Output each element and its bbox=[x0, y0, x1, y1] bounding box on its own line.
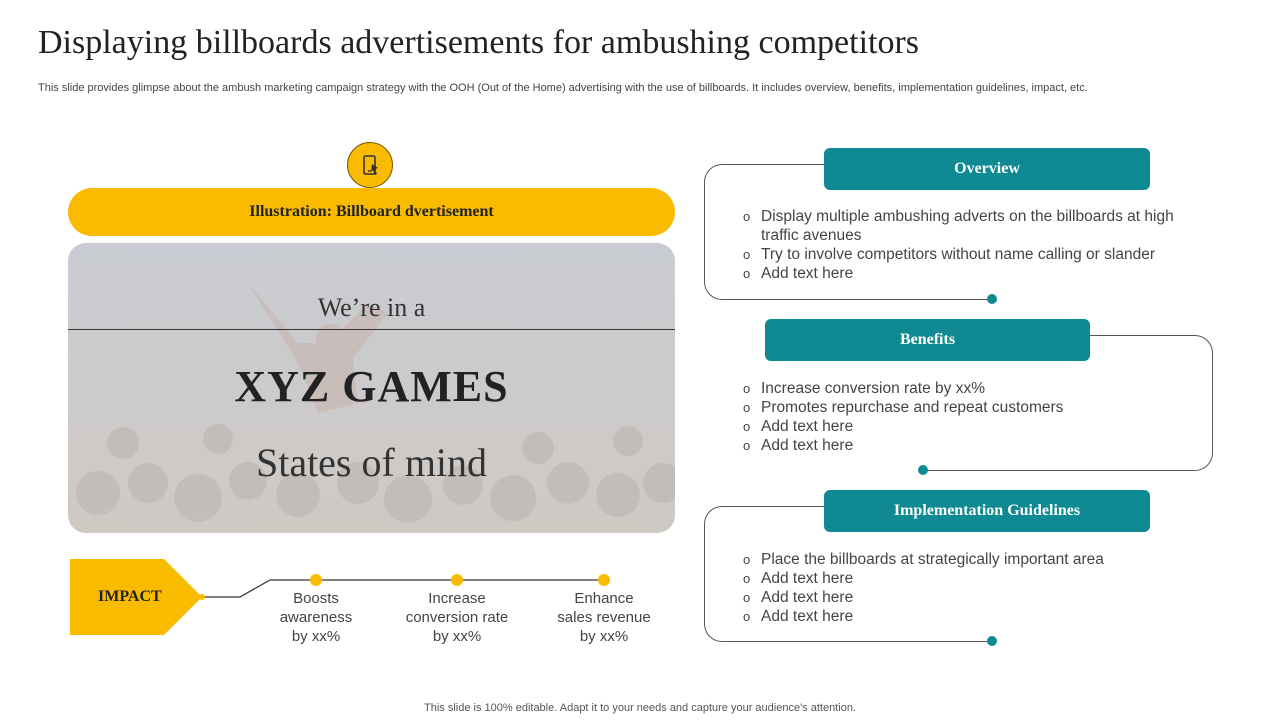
bullet-item: Add text here bbox=[743, 569, 1203, 588]
illustration-header: Illustration: Billboard dvertisement bbox=[68, 188, 675, 236]
billboard-line-2: XYZ GAMES bbox=[234, 362, 509, 411]
illustration-label: Illustration: Billboard dvertisement bbox=[249, 203, 494, 220]
bullet-item: Add text here bbox=[743, 417, 1183, 436]
bullet-item: Place the billboards at strategically im… bbox=[743, 550, 1203, 569]
overview-title: Overview bbox=[954, 160, 1020, 177]
impact-text-line: awareness bbox=[279, 609, 353, 626]
impact-text-line: by xx% bbox=[432, 628, 482, 645]
billboard-image: We’re in a XYZ GAMES States of mind bbox=[68, 243, 675, 533]
impact-text-line: Increase bbox=[428, 590, 486, 607]
bullet-item: Add text here bbox=[743, 436, 1183, 455]
slide-subtitle: This slide provides glimpse about the am… bbox=[38, 82, 1088, 94]
impact-text-line: Enhance bbox=[574, 590, 634, 607]
billboard-line-3: States of mind bbox=[255, 440, 488, 485]
panel-connector-dot bbox=[987, 636, 997, 646]
impact-text-line: by xx% bbox=[291, 628, 341, 645]
mobile-touch-icon bbox=[347, 142, 393, 188]
impact-text-line: sales revenue bbox=[557, 609, 651, 626]
slide-title: Displaying billboards advertisements for… bbox=[38, 24, 920, 61]
impact-text-line: by xx% bbox=[579, 628, 629, 645]
panel-connector-dot bbox=[918, 465, 928, 475]
impact-item: Increase conversion rate by xx% bbox=[392, 589, 522, 646]
bullet-item: Increase conversion rate by xx% bbox=[743, 379, 1183, 398]
overview-header: Overview bbox=[824, 148, 1150, 190]
bullet-item: Try to involve competitors without name … bbox=[743, 245, 1193, 264]
impact-dot bbox=[310, 574, 322, 586]
guidelines-header: Implementation Guidelines bbox=[824, 490, 1150, 532]
benefits-header: Benefits bbox=[765, 319, 1090, 361]
impact-text-line: conversion rate bbox=[405, 609, 509, 626]
guidelines-title: Implementation Guidelines bbox=[893, 502, 1081, 519]
bullet-item: Add text here bbox=[743, 588, 1203, 607]
panel-connector-dot bbox=[987, 294, 997, 304]
bullet-item: Display multiple ambushing adverts on th… bbox=[743, 207, 1193, 245]
overview-bullets: Display multiple ambushing adverts on th… bbox=[743, 207, 1193, 283]
bullet-item: Add text here bbox=[743, 607, 1203, 626]
impact-item: Enhance sales revenue by xx% bbox=[539, 589, 669, 646]
impact-label: IMPACT bbox=[98, 588, 162, 605]
guidelines-bullets: Place the billboards at strategically im… bbox=[743, 550, 1203, 626]
impact-dot bbox=[451, 574, 463, 586]
impact-text-line: Boosts bbox=[293, 590, 339, 607]
crowd-photo bbox=[68, 243, 675, 533]
billboard-line-1: We’re in a bbox=[317, 293, 426, 322]
impact-item: Boosts awareness by xx% bbox=[251, 589, 381, 646]
impact-dot bbox=[598, 574, 610, 586]
billboard-divider bbox=[68, 329, 675, 330]
bullet-item: Promotes repurchase and repeat customers bbox=[743, 398, 1183, 417]
benefits-title: Benefits bbox=[899, 331, 956, 348]
bullet-item: Add text here bbox=[743, 264, 1193, 283]
benefits-bullets: Increase conversion rate by xx% Promotes… bbox=[743, 379, 1183, 455]
footer-note: This slide is 100% editable. Adapt it to… bbox=[424, 702, 856, 714]
